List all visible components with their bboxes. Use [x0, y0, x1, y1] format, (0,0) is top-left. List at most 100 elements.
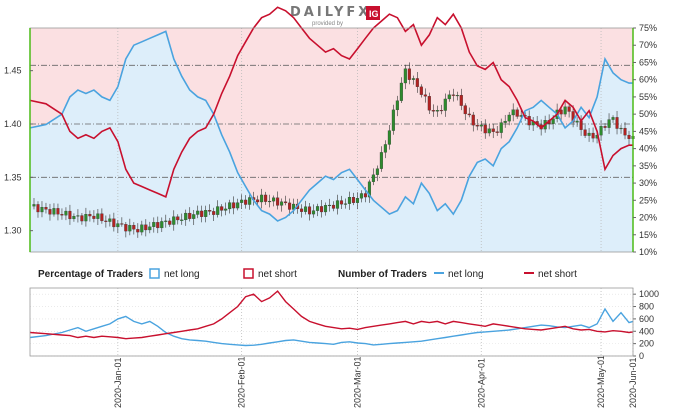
candle — [184, 212, 188, 221]
traders-tick-label: 200 — [639, 339, 654, 349]
candle — [383, 144, 387, 153]
candle — [423, 94, 427, 97]
candle — [319, 206, 324, 213]
pct-tick-label: 55% — [639, 92, 657, 102]
candle — [467, 113, 471, 116]
pct-tick-label: 40% — [639, 144, 657, 154]
candle — [144, 224, 148, 231]
candle — [299, 208, 304, 212]
candle — [280, 201, 284, 206]
candle — [443, 98, 447, 111]
x-tick-label: 2020-Mar-01 — [352, 356, 362, 408]
candle — [455, 95, 459, 97]
candle — [100, 213, 104, 222]
traders-tick-label: 400 — [639, 326, 654, 336]
candle — [611, 117, 615, 120]
pct-tick-label: 65% — [639, 57, 657, 67]
traders-tick-label: 0 — [639, 351, 644, 361]
pct-tick-label: 15% — [639, 230, 657, 240]
candle — [559, 109, 563, 115]
candle — [463, 105, 467, 115]
pct-tick-label: 75% — [639, 23, 657, 33]
candle — [208, 210, 212, 212]
candle — [68, 210, 72, 220]
candle — [479, 124, 483, 127]
candle — [268, 200, 272, 203]
candle — [180, 219, 184, 221]
candle — [391, 109, 395, 131]
candle — [603, 126, 607, 128]
candle — [156, 222, 160, 229]
candle — [527, 116, 531, 126]
candle — [483, 124, 487, 134]
pct-tick-label: 10% — [639, 247, 657, 257]
candle — [56, 208, 60, 215]
candle — [563, 106, 567, 115]
candle — [335, 200, 340, 209]
candle — [108, 218, 112, 222]
price-tick-label: 1.30 — [4, 226, 22, 236]
candle — [164, 220, 168, 222]
candle — [379, 152, 383, 169]
candle — [487, 128, 491, 134]
candle — [40, 207, 44, 213]
candle — [96, 213, 100, 219]
logo-text: DAILYFX — [290, 5, 371, 20]
candle — [176, 216, 180, 221]
candle — [284, 201, 288, 204]
pct-tick-label: 20% — [639, 213, 657, 223]
candle — [407, 68, 411, 80]
candle — [264, 194, 268, 202]
x-tick-label: 2020-Feb-01 — [237, 356, 247, 408]
candle — [152, 222, 156, 227]
candle — [204, 210, 208, 217]
x-tick-label: 2020-Jun-01 — [628, 357, 638, 408]
candle — [315, 206, 320, 211]
candle — [327, 204, 332, 207]
candle — [172, 216, 176, 225]
candle — [431, 110, 435, 112]
candle — [499, 122, 503, 133]
candle — [439, 110, 443, 112]
candle — [619, 127, 623, 130]
candle — [248, 197, 252, 205]
candle — [403, 68, 407, 84]
candle — [216, 206, 220, 215]
candle — [551, 118, 555, 124]
pct-net-long-line — [29, 30, 633, 222]
traders-tick-label: 800 — [639, 302, 654, 312]
candle — [599, 126, 603, 136]
candle — [615, 117, 619, 129]
candle — [367, 181, 371, 198]
candle — [307, 206, 312, 215]
ig-badge — [366, 6, 380, 20]
candle — [80, 215, 84, 222]
candle — [116, 223, 120, 228]
candle — [236, 202, 240, 209]
candle — [124, 224, 128, 232]
candle — [491, 128, 495, 132]
net-short-zone — [30, 28, 633, 221]
candle — [303, 206, 308, 212]
candle — [311, 210, 316, 215]
candle — [120, 223, 124, 225]
num-net-long-line — [29, 307, 634, 347]
candle — [627, 134, 631, 139]
candle — [32, 204, 36, 207]
price-tick-label: 1.40 — [4, 119, 22, 129]
price-panel: 1.30 1.35 1.40 1.45 10% 15% 20% 25% 30% 35% 40% 45%… — [4, 6, 657, 257]
num-net-short-line — [29, 290, 634, 340]
candle — [240, 199, 244, 203]
candle — [415, 78, 419, 87]
legend: Percentage of Traders net long net short… — [38, 268, 577, 280]
traders-tick-label: 600 — [639, 314, 654, 324]
candle — [435, 110, 439, 112]
net-long-zone — [30, 31, 633, 253]
candle — [607, 119, 611, 128]
candle — [60, 214, 64, 216]
candle — [244, 199, 248, 205]
candle — [459, 95, 463, 106]
dailyfx-logo: DAILYFX provided by IG — [290, 5, 380, 27]
candle — [411, 78, 415, 80]
candle — [347, 197, 352, 204]
